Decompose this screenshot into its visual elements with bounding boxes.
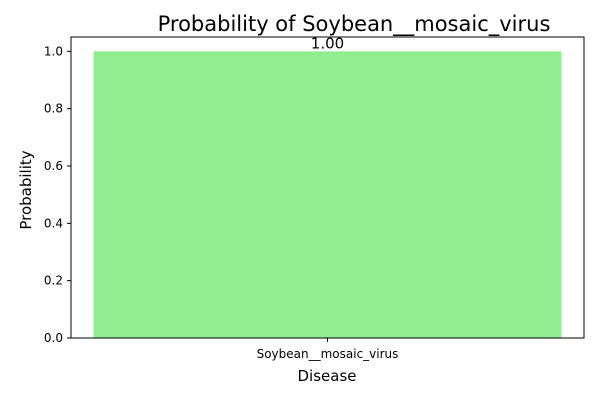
y-tick-label: 0.8: [44, 102, 63, 116]
y-tick-label: 1.0: [44, 44, 63, 58]
bar-value-label: 1.00: [311, 34, 344, 52]
y-axis-label: Probability: [17, 150, 35, 229]
y-tick-label: 0.0: [44, 331, 63, 345]
y-tick-label: 0.6: [44, 159, 63, 173]
x-axis-label: Disease: [298, 367, 357, 385]
y-tick-label: 0.2: [44, 274, 63, 288]
x-tick-label: Soybean__mosaic_virus: [257, 347, 399, 361]
plot-frame: [70, 36, 585, 339]
chart-title: Probability of Soybean__mosaic_virus: [158, 12, 551, 37]
y-axis: 0.0 0.2 0.4 0.6 0.8 1.0: [44, 44, 71, 345]
x-axis: Soybean__mosaic_virus: [257, 338, 399, 361]
plot-area: 1.00: [93, 34, 562, 338]
bar: [93, 51, 562, 338]
y-tick-label: 0.4: [44, 216, 63, 230]
